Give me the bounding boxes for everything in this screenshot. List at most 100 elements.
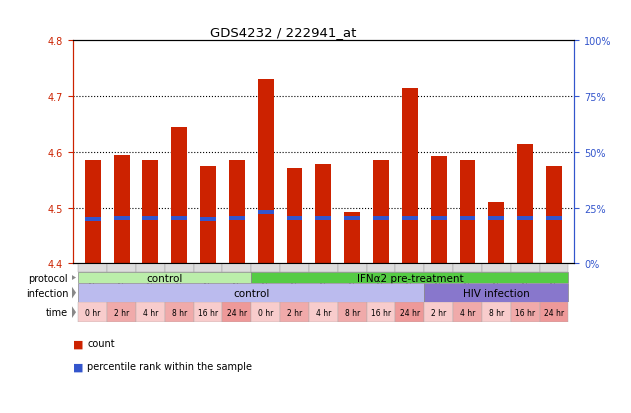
Bar [309, 303, 338, 322]
Bar [85, 218, 101, 222]
Text: IFNα2 pre-treatment: IFNα2 pre-treatment [357, 273, 463, 283]
Bar [396, 303, 424, 322]
Text: 16 hr: 16 hr [515, 308, 535, 317]
Bar [482, 303, 510, 322]
Bar [517, 144, 533, 264]
Bar [223, 303, 251, 322]
Bar [345, 213, 360, 264]
Bar [165, 264, 194, 273]
Text: 8 hr: 8 hr [172, 308, 187, 317]
Text: 4 hr: 4 hr [316, 308, 331, 317]
Bar [367, 264, 396, 273]
Bar [546, 217, 562, 221]
Bar [194, 264, 223, 273]
Bar [373, 217, 389, 221]
Bar [540, 303, 569, 322]
Bar [280, 303, 309, 322]
Bar [194, 303, 223, 322]
Text: count: count [87, 339, 115, 349]
Text: 0 hr: 0 hr [258, 308, 273, 317]
Bar [309, 264, 338, 273]
Bar [171, 128, 187, 264]
Bar [78, 264, 107, 273]
Bar [517, 217, 533, 221]
Text: 24 hr: 24 hr [227, 308, 247, 317]
Text: 8 hr: 8 hr [345, 308, 360, 317]
Bar [316, 165, 331, 264]
Bar [488, 202, 504, 264]
Text: 24 hr: 24 hr [544, 308, 564, 317]
Bar [546, 166, 562, 264]
Bar [136, 303, 165, 322]
Text: 4 hr: 4 hr [143, 308, 158, 317]
Bar [402, 88, 418, 264]
Bar [316, 217, 331, 221]
Text: 2 hr: 2 hr [114, 308, 129, 317]
Bar [200, 166, 216, 264]
Bar [229, 161, 245, 264]
Text: control: control [146, 273, 183, 283]
Bar [171, 217, 187, 221]
Bar [143, 217, 158, 221]
Text: 4 hr: 4 hr [460, 308, 475, 317]
Bar [258, 211, 274, 214]
Bar [424, 303, 453, 322]
Bar [258, 80, 274, 264]
Bar [453, 303, 482, 322]
Bar [78, 303, 107, 322]
Bar [78, 273, 251, 283]
Text: 24 hr: 24 hr [400, 308, 420, 317]
Text: 16 hr: 16 hr [198, 308, 218, 317]
Bar [482, 264, 510, 273]
Bar [286, 217, 302, 221]
Text: 2 hr: 2 hr [287, 308, 302, 317]
Bar [107, 303, 136, 322]
Text: percentile rank within the sample: percentile rank within the sample [87, 361, 252, 371]
Bar [424, 283, 569, 303]
Bar [453, 264, 482, 273]
Bar [143, 161, 158, 264]
Bar [200, 218, 216, 222]
Bar [338, 264, 367, 273]
Bar [459, 217, 476, 221]
Text: infection: infection [26, 288, 68, 298]
Text: 16 hr: 16 hr [371, 308, 391, 317]
Bar [107, 264, 136, 273]
Polygon shape [72, 306, 76, 318]
Text: ■: ■ [73, 339, 83, 349]
Bar [402, 217, 418, 221]
Text: control: control [233, 288, 269, 298]
Text: ■: ■ [73, 361, 83, 371]
Text: protocol: protocol [28, 273, 68, 283]
Bar [251, 273, 569, 283]
Bar [229, 217, 245, 221]
Text: HIV infection: HIV infection [463, 288, 530, 298]
Bar [286, 168, 302, 264]
Bar [345, 217, 360, 221]
Bar [114, 155, 129, 264]
Bar [488, 217, 504, 221]
Polygon shape [72, 275, 76, 280]
Bar [251, 303, 280, 322]
Bar [459, 161, 476, 264]
Bar [78, 283, 424, 303]
Bar [136, 264, 165, 273]
Bar [431, 217, 447, 221]
Bar [373, 161, 389, 264]
Bar [540, 264, 569, 273]
Bar [251, 264, 280, 273]
Bar [338, 303, 367, 322]
Polygon shape [72, 287, 76, 299]
Bar [367, 303, 396, 322]
Bar [396, 264, 424, 273]
Title: GDS4232 / 222941_at: GDS4232 / 222941_at [210, 26, 357, 39]
Text: 0 hr: 0 hr [85, 308, 100, 317]
Bar [223, 264, 251, 273]
Text: 8 hr: 8 hr [489, 308, 504, 317]
Bar [431, 157, 447, 264]
Bar [510, 303, 540, 322]
Bar [510, 264, 540, 273]
Text: time: time [46, 307, 68, 318]
Text: 2 hr: 2 hr [431, 308, 446, 317]
Bar [424, 264, 453, 273]
